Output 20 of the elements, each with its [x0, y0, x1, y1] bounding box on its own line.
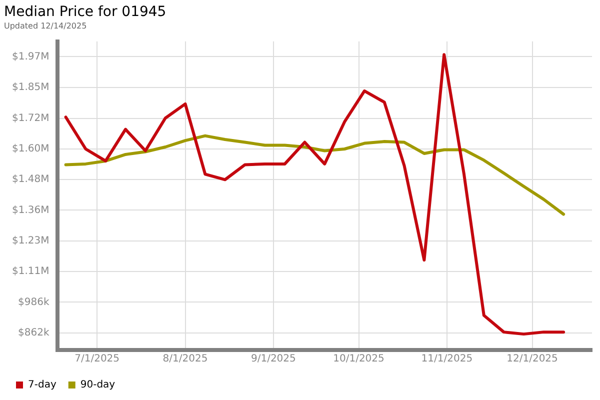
x-tick-label: 7/1/2025	[74, 354, 120, 365]
y-tick-label: $1.97M	[12, 51, 50, 62]
y-tick-label: $986k	[18, 296, 50, 308]
y-tick-label: $1.48M	[12, 174, 50, 186]
legend-label: 7-day	[28, 380, 56, 391]
y-tick-label: $1.60M	[12, 143, 50, 154]
y-tick-label: $1.72M	[12, 112, 50, 124]
chart-subtitle: Updated 12/14/2025	[4, 22, 87, 31]
chart-title: Median Price for 01945	[4, 4, 166, 20]
y-tick-label: $1.11M	[12, 266, 50, 278]
y-tick-label: $1.36M	[12, 204, 50, 216]
y-tick-label: $1.85M	[12, 82, 50, 93]
x-tick-label: 8/1/2025	[162, 354, 208, 365]
x-tick-label: 11/1/2025	[421, 354, 473, 365]
legend-label: 90-day	[80, 380, 116, 391]
y-tick-label: $1.23M	[12, 236, 50, 247]
x-tick-label: 9/1/2025	[250, 354, 296, 365]
x-tick-label: 12/1/2025	[506, 354, 558, 365]
x-tick-label: 10/1/2025	[333, 354, 384, 365]
y-tick-label: $862k	[18, 328, 50, 339]
